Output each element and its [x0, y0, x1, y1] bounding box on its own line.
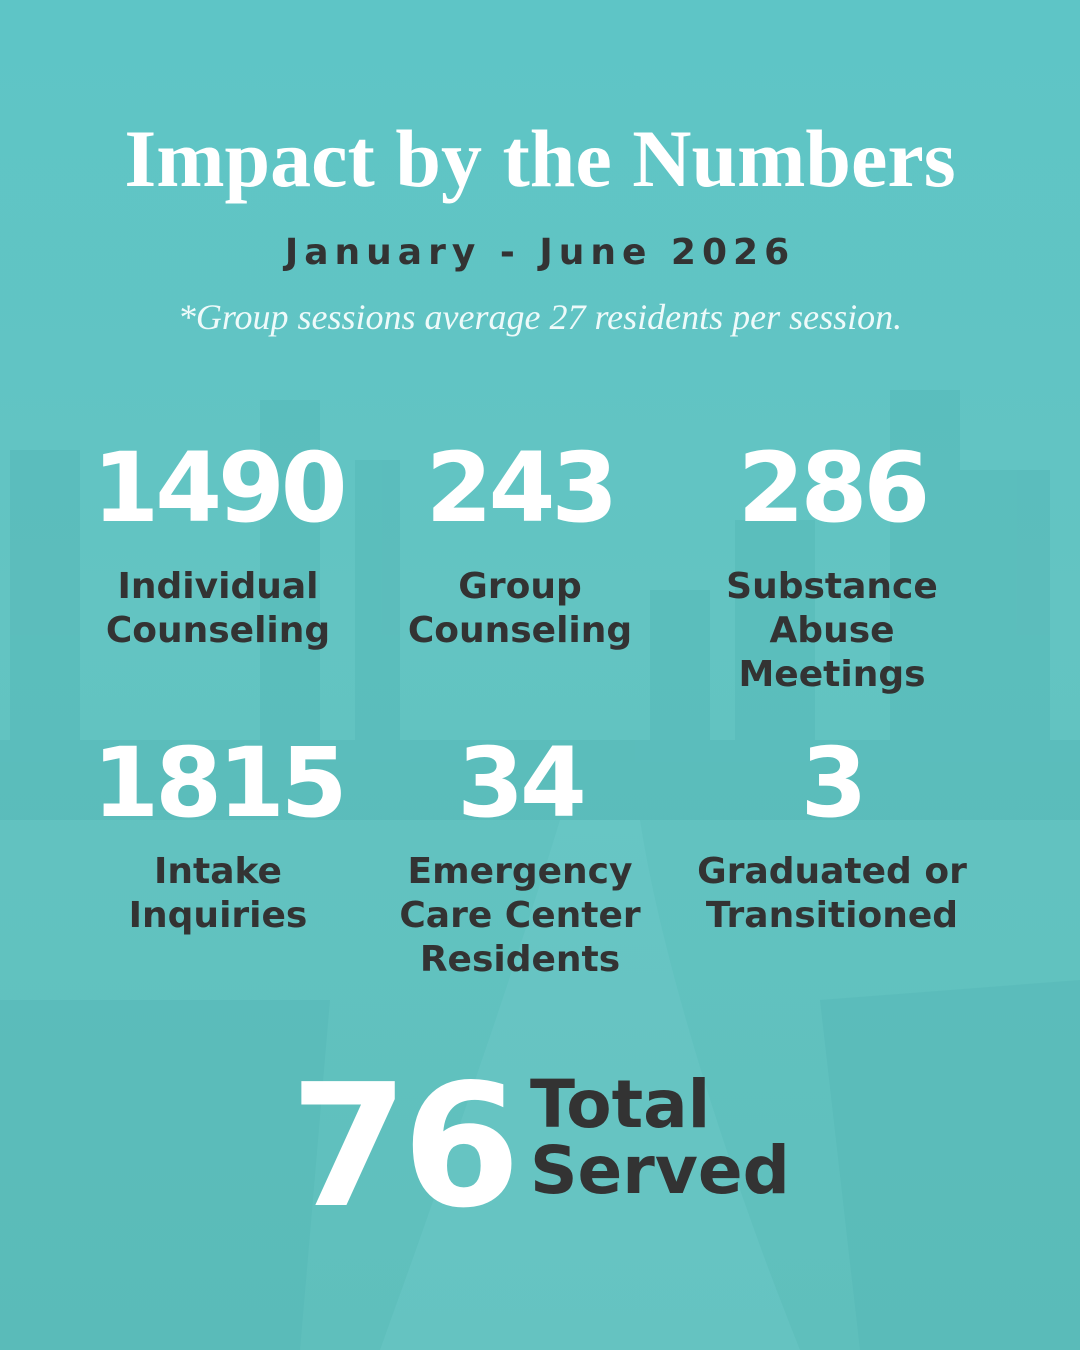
stat-label-line: Meetings [738, 654, 926, 695]
stat-label-line: Residents [419, 939, 621, 980]
stat-value: 1815 [92, 727, 347, 839]
stat: 3 Graduated or Transitioned [662, 735, 1002, 938]
stat-value: 1490 [92, 432, 347, 544]
stat-label-line: Transitioned [705, 895, 959, 936]
stat-label: Group Counseling [350, 565, 690, 653]
stat: 1815 Intake Inquiries [48, 735, 388, 938]
stat-label: Substance Abuse Meetings [662, 565, 1002, 697]
stat-label-line: Abuse [769, 610, 895, 651]
stat: 34 Emergency Care Center Residents [350, 735, 690, 982]
stat-label-line: Graduated or [697, 851, 967, 892]
stat-label: Individual Counseling [48, 565, 388, 653]
stat-label-line: Intake [154, 851, 282, 892]
stat-label-line: Care Center [399, 895, 641, 936]
title: Impact by the Numbers [124, 113, 956, 204]
stat-value: 243 [425, 432, 618, 544]
total-label-line: Served [530, 1132, 790, 1209]
total-value: 76 [290, 1048, 521, 1246]
stat-label-line: Counseling [105, 610, 331, 651]
stat-label-line: Substance [726, 566, 938, 607]
stat-label-line: Emergency [407, 851, 633, 892]
stat-label: Intake Inquiries [48, 850, 388, 938]
period: January - June 2026 [284, 232, 796, 273]
stat-label-line: Inquiries [128, 895, 308, 936]
stat-label: Emergency Care Center Residents [350, 850, 690, 982]
total-label-line: Total [530, 1066, 711, 1143]
stat-label-line: Counseling [407, 610, 633, 651]
stat: 243 Group Counseling [350, 440, 690, 653]
stat-label-line: Group [458, 566, 582, 607]
stat-value: 3 [800, 727, 868, 839]
stat-label-line: Individual [117, 566, 319, 607]
note: *Group sessions average 27 residents per… [177, 297, 903, 337]
stat-label: Graduated or Transitioned [662, 850, 1002, 938]
stat-value: 286 [737, 432, 930, 544]
total-label: Total Served [530, 1072, 790, 1204]
stat: 1490 Individual Counseling [48, 440, 388, 653]
stat-value: 34 [457, 727, 587, 839]
stat: 286 Substance Abuse Meetings [662, 440, 1002, 697]
